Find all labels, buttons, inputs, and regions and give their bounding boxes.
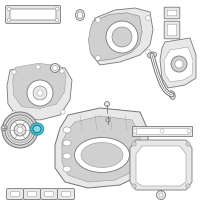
Circle shape [96,55,101,60]
Circle shape [1,125,7,131]
Circle shape [106,21,138,53]
Ellipse shape [63,153,71,159]
Circle shape [27,80,53,106]
FancyBboxPatch shape [10,192,20,196]
Ellipse shape [74,138,130,172]
Circle shape [146,16,151,21]
Circle shape [10,120,30,140]
Circle shape [14,124,26,136]
Circle shape [104,102,110,106]
Polygon shape [88,13,142,61]
FancyBboxPatch shape [136,128,188,134]
FancyBboxPatch shape [62,192,70,196]
Circle shape [132,184,136,188]
Circle shape [55,7,59,11]
FancyBboxPatch shape [6,188,24,200]
FancyBboxPatch shape [167,10,177,16]
Circle shape [12,70,16,74]
FancyBboxPatch shape [6,5,60,23]
Polygon shape [55,108,148,188]
Circle shape [60,69,64,73]
Circle shape [160,129,164,133]
Circle shape [7,7,11,11]
Circle shape [175,60,183,68]
Polygon shape [164,47,193,82]
FancyBboxPatch shape [167,24,177,36]
Circle shape [7,18,11,22]
Ellipse shape [169,91,175,99]
FancyBboxPatch shape [58,188,74,200]
FancyBboxPatch shape [132,126,192,136]
Polygon shape [90,8,153,65]
Circle shape [186,184,190,188]
Circle shape [3,127,5,129]
Circle shape [37,90,43,96]
Circle shape [159,193,163,197]
Polygon shape [62,116,140,182]
FancyBboxPatch shape [164,21,180,39]
Circle shape [112,27,132,47]
Circle shape [133,129,137,133]
Circle shape [36,65,40,69]
Circle shape [33,86,47,100]
Polygon shape [160,38,196,88]
Ellipse shape [63,166,71,172]
Ellipse shape [148,52,156,58]
Polygon shape [130,140,192,190]
FancyBboxPatch shape [24,188,40,200]
Circle shape [156,190,166,200]
FancyBboxPatch shape [164,7,180,19]
Ellipse shape [76,9,84,21]
Circle shape [50,64,60,72]
Circle shape [17,127,23,133]
Circle shape [171,56,187,72]
Circle shape [52,66,58,71]
Circle shape [5,115,35,145]
Circle shape [186,142,190,146]
Circle shape [106,118,110,122]
Circle shape [2,112,38,148]
Polygon shape [7,65,72,120]
Circle shape [12,111,16,115]
Polygon shape [136,146,186,186]
Ellipse shape [63,140,71,146]
Circle shape [187,129,191,133]
Ellipse shape [78,11,83,19]
FancyBboxPatch shape [10,9,56,20]
Circle shape [7,117,33,143]
Ellipse shape [33,125,41,133]
FancyBboxPatch shape [44,192,54,196]
Circle shape [55,18,59,22]
Circle shape [61,110,65,114]
FancyBboxPatch shape [28,192,36,196]
Circle shape [132,142,136,146]
FancyBboxPatch shape [40,188,58,200]
Circle shape [146,49,151,54]
Ellipse shape [63,127,71,133]
Ellipse shape [81,142,123,168]
Polygon shape [13,63,66,108]
Ellipse shape [30,123,44,135]
Circle shape [96,18,101,22]
